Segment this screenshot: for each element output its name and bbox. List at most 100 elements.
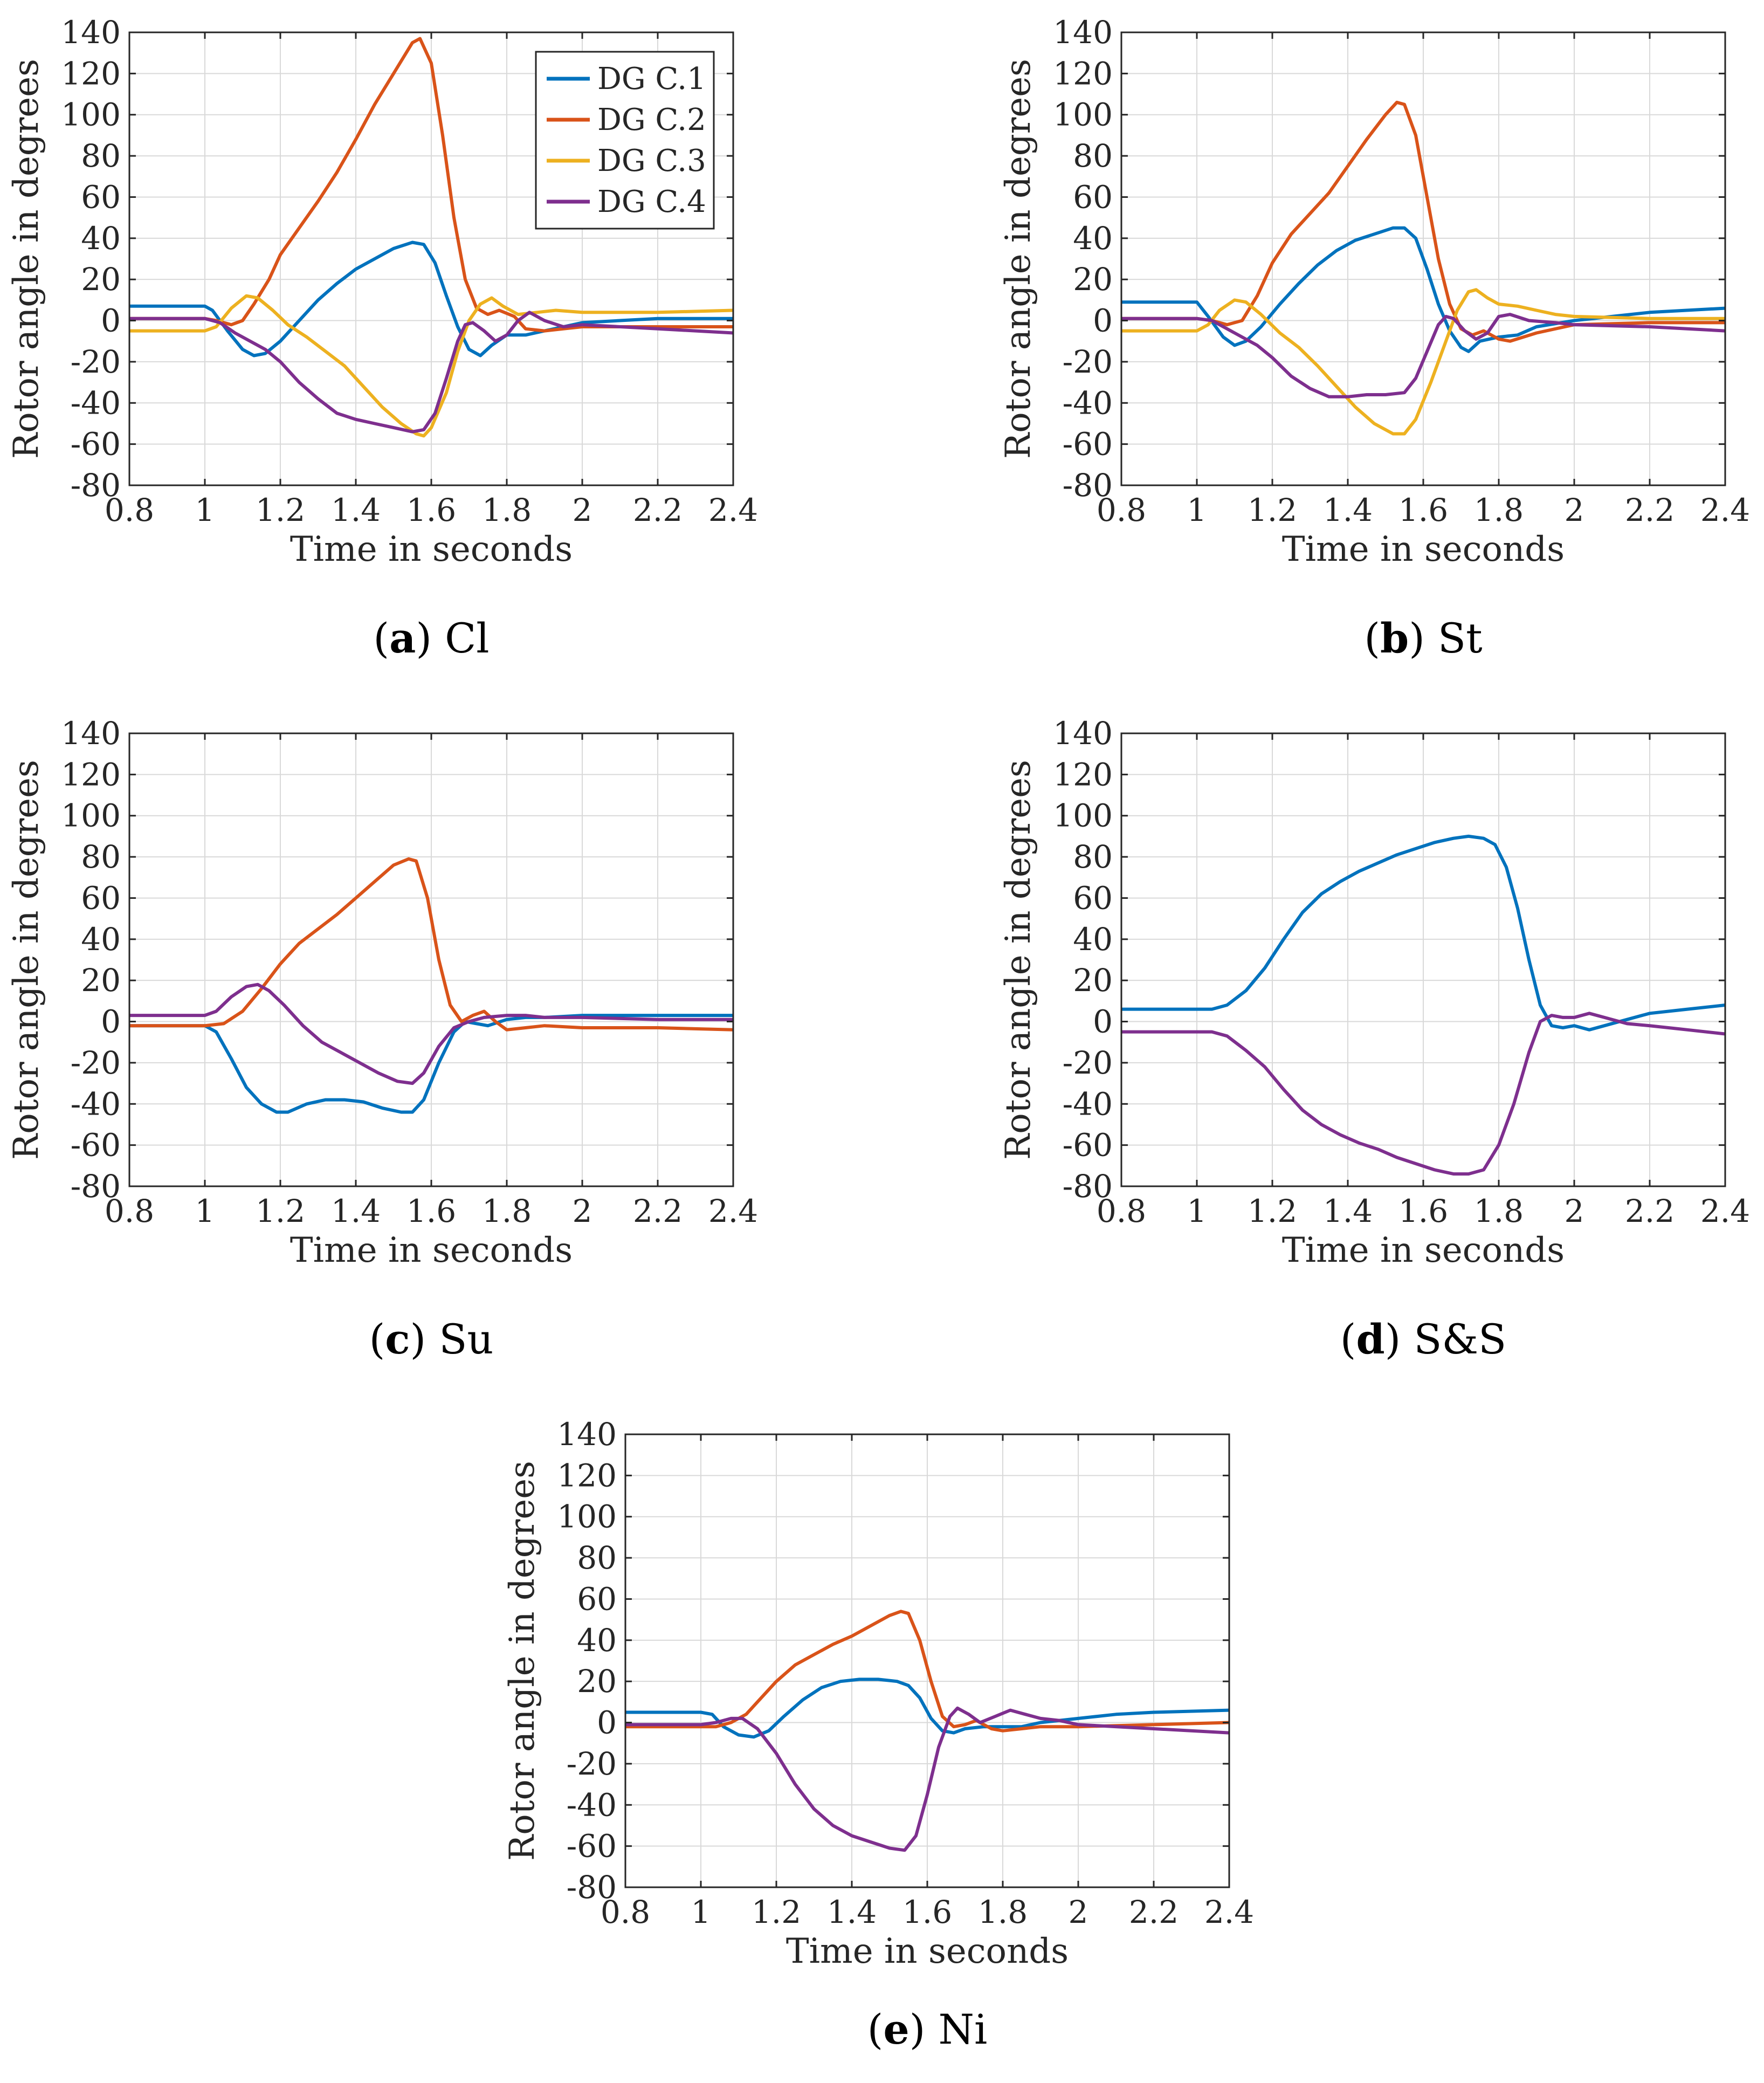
y-tick-label: 40 (1073, 220, 1113, 257)
y-tick-label: 100 (1053, 798, 1113, 834)
x-tick-label: 1.8 (482, 492, 532, 528)
y-tick-label: -60 (1063, 426, 1113, 463)
series-line-dg-c-2 (129, 37, 733, 333)
caption-letter: a (389, 614, 416, 662)
series-line-dg-c-1 (625, 1678, 1229, 1739)
x-tick-label: 1.4 (827, 1894, 877, 1930)
legend: DG C.1 DG C.2 DG C.3 DG C.4 (535, 51, 715, 230)
caption-text: S&S (1414, 1315, 1506, 1363)
y-tick-label: 20 (81, 962, 121, 999)
series-line-dg-c-2 (129, 857, 733, 1032)
y-tick-label: 20 (1073, 261, 1113, 298)
y-tick-label: -80 (1063, 1168, 1113, 1205)
x-tick-label: 2.2 (633, 1193, 683, 1229)
x-tick-label: 0.8 (1097, 492, 1146, 528)
y-tick-label: 80 (1073, 138, 1113, 174)
y-tick-label: 80 (577, 1539, 617, 1576)
x-tick-label: 2.4 (1700, 492, 1750, 528)
series-line-dg-c-4 (1121, 313, 1725, 398)
series-line-dg-c-4 (1121, 1012, 1725, 1176)
x-tick-label: 1 (691, 1894, 711, 1930)
x-tick-label: 2.2 (1129, 1894, 1179, 1930)
x-tick-label: 0.8 (105, 1193, 154, 1229)
caption-text: St (1438, 614, 1483, 662)
legend-label: DG C.4 (597, 184, 706, 219)
y-tick-label: -40 (1063, 384, 1113, 421)
y-tick-label: -40 (71, 1085, 121, 1122)
caption-text: Cl (445, 614, 489, 662)
series-group (129, 857, 733, 1114)
series-line-dg-c-1 (1121, 834, 1725, 1032)
x-tick-label: 1 (1187, 492, 1207, 528)
legend-label: DG C.1 (597, 61, 706, 97)
caption-text: Ni (939, 2005, 988, 2053)
y-tick-label: 60 (81, 178, 121, 215)
y-tick-label: -60 (567, 1828, 617, 1865)
chart-panel-a: 0.8 1 1.2 1.4 1.6 1.8 2 2.2 2.4 -80 -60 -40 -20 0 20 40… (6, 14, 758, 662)
x-tick-label: 1 (195, 492, 215, 528)
x-tick-label: 1.6 (1398, 492, 1448, 528)
caption-open-paren: ( (373, 614, 389, 662)
x-tick-label: 1.8 (482, 1193, 532, 1229)
series-group (129, 37, 733, 438)
x-tick-label: 2 (573, 492, 592, 528)
x-axis-label: Time in seconds (786, 1931, 1069, 1971)
y-tick-label: 120 (557, 1457, 617, 1494)
caption-close-paren: ) (410, 1315, 439, 1363)
y-tick-label: 140 (1053, 14, 1113, 51)
y-tick-label: 100 (1053, 97, 1113, 133)
chart-panel-c: 0.8 1 1.2 1.4 1.6 1.8 2 2.2 2.4 -80 -60 -40 -20 0 20 40… (6, 715, 758, 1363)
y-axis-label: Rotor angle in degrees (502, 1461, 542, 1861)
y-tick-label: -80 (71, 467, 121, 504)
legend-box (535, 51, 715, 230)
x-tick-label: 1 (195, 1193, 215, 1229)
y-tick-label: 20 (1073, 962, 1113, 999)
x-axis-label: Time in seconds (290, 1230, 573, 1270)
caption-close-paren: ) (1385, 1315, 1414, 1363)
series-group (1121, 834, 1725, 1176)
y-tick-label: 0 (101, 1003, 121, 1040)
caption-close-paren: ) (909, 2005, 939, 2053)
y-tick-label: 120 (61, 55, 121, 92)
y-tick-label: -40 (567, 1786, 617, 1823)
x-tick-label: 1.8 (1474, 492, 1524, 528)
y-tick-label: -60 (71, 426, 121, 463)
x-axis-label: Time in seconds (1282, 1230, 1565, 1270)
y-tick-label: 120 (1053, 55, 1113, 92)
y-tick-label: 100 (557, 1498, 617, 1535)
y-tick-label: 140 (557, 1416, 617, 1453)
x-tick-label: 1.2 (256, 492, 305, 528)
x-tick-label: 2 (1565, 1193, 1584, 1229)
x-tick-label: 1.2 (1248, 1193, 1297, 1229)
y-tick-label: -80 (1063, 467, 1113, 504)
y-tick-label: 60 (81, 879, 121, 916)
x-tick-label: 1.6 (406, 1193, 456, 1229)
x-tick-label: 1.4 (331, 1193, 381, 1229)
y-tick-label: 40 (1073, 921, 1113, 958)
x-tick-label: 1.2 (256, 1193, 305, 1229)
y-tick-label: 80 (81, 138, 121, 174)
y-tick-label: 0 (597, 1704, 617, 1741)
series-line-dg-c-1 (1121, 226, 1725, 353)
panel-caption: (c) Su (369, 1315, 494, 1363)
series-line-dg-c-3 (129, 294, 733, 438)
y-axis-label: Rotor angle in degrees (6, 760, 46, 1160)
x-tick-label: 1.4 (1323, 1193, 1373, 1229)
series-line-dg-c-4 (129, 982, 733, 1085)
legend-label: DG C.2 (597, 102, 706, 138)
series-group (625, 1610, 1229, 1852)
series-group (1121, 100, 1725, 436)
caption-text: Su (439, 1315, 493, 1363)
x-tick-label: 2.2 (1625, 1193, 1675, 1229)
x-tick-label: 2.4 (1204, 1894, 1254, 1930)
y-tick-label: 20 (577, 1663, 617, 1700)
x-tick-label: 1.2 (752, 1894, 801, 1930)
x-tick-label: 1 (1187, 1193, 1207, 1229)
caption-letter: b (1380, 614, 1409, 662)
x-tick-label: 2.4 (708, 492, 758, 528)
x-axis-label: Time in seconds (1282, 530, 1565, 569)
x-tick-label: 1.4 (1323, 492, 1373, 528)
y-tick-label: -20 (567, 1745, 617, 1782)
y-tick-label: -20 (71, 343, 121, 380)
x-tick-label: 1.6 (902, 1894, 952, 1930)
